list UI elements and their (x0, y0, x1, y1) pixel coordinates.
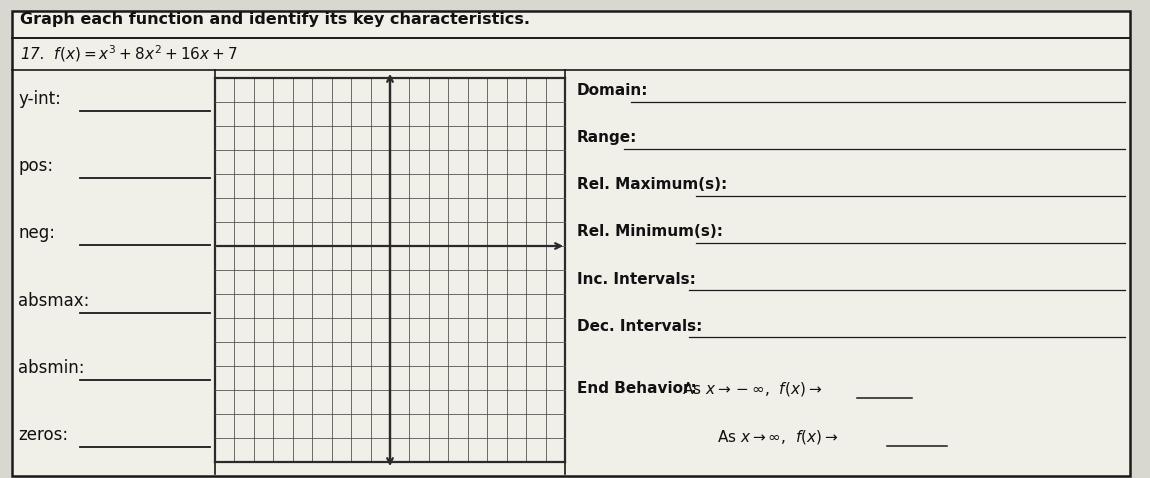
Text: Domain:: Domain: (577, 83, 649, 98)
Text: neg:: neg: (18, 224, 55, 242)
Text: As $x \rightarrow \infty$,  $f(x) \rightarrow$: As $x \rightarrow \infty$, $f(x) \righta… (716, 428, 838, 446)
Text: absmax:: absmax: (18, 292, 90, 310)
Text: Range:: Range: (577, 130, 637, 145)
Text: absmin:: absmin: (18, 359, 84, 377)
Text: 17.  $f(x) = x^3 + 8x^2 + 16x + 7$: 17. $f(x) = x^3 + 8x^2 + 16x + 7$ (20, 43, 238, 65)
Text: As $x \rightarrow -\infty$,  $f(x) \rightarrow$: As $x \rightarrow -\infty$, $f(x) \right… (682, 380, 822, 398)
Text: pos:: pos: (18, 157, 53, 175)
Text: zeros:: zeros: (18, 426, 68, 445)
Text: Rel. Maximum(s):: Rel. Maximum(s): (577, 177, 727, 192)
Text: Graph each function and identify its key characteristics.: Graph each function and identify its key… (20, 11, 530, 26)
Text: Rel. Minimum(s):: Rel. Minimum(s): (577, 225, 723, 239)
Text: Inc. Intervals:: Inc. Intervals: (577, 272, 696, 287)
Text: y-int:: y-int: (18, 90, 61, 108)
Text: Dec. Intervals:: Dec. Intervals: (577, 319, 703, 334)
Text: End Behavior:: End Behavior: (577, 381, 707, 396)
